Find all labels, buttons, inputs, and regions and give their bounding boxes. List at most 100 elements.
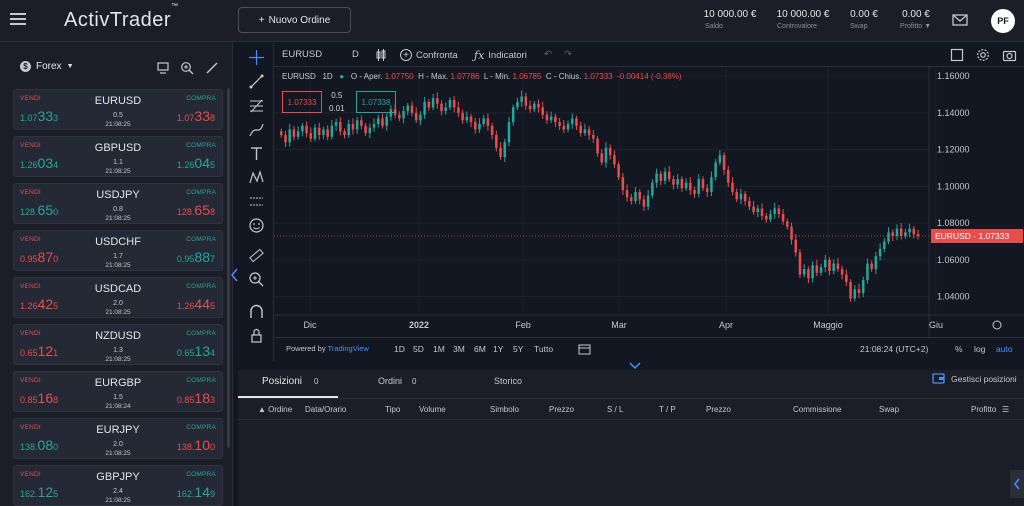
interval-select[interactable]: D: [352, 49, 359, 60]
range-1m[interactable]: 1M: [433, 344, 445, 354]
sell-price[interactable]: 162.125: [20, 484, 59, 500]
undo-icon[interactable]: ↶: [544, 49, 552, 60]
hamburger-menu-icon[interactable]: [10, 13, 26, 25]
log-toggle[interactable]: log: [974, 344, 986, 354]
sell-label[interactable]: VENDI: [20, 283, 41, 290]
tradingview-link[interactable]: TradingView: [327, 344, 369, 353]
instrument-card-eurjpy[interactable]: VENDI COMPRA EURJPY 2.0 21:08:25 138.080 138.1…: [13, 418, 223, 459]
text-tool-icon[interactable]: [248, 145, 265, 162]
mail-icon[interactable]: [952, 14, 968, 26]
col-profitto[interactable]: Profitto: [971, 405, 997, 414]
monitor-icon[interactable]: [156, 61, 170, 75]
sell-price[interactable]: 1.26425: [20, 296, 59, 312]
settings-gear-icon[interactable]: [976, 48, 990, 62]
measure-icon[interactable]: [248, 193, 265, 210]
sell-label[interactable]: VENDI: [20, 95, 41, 102]
instrument-card-eurgbp[interactable]: VENDI COMPRA EURGBP 1.5 21:08:24 0.85168 0.851…: [13, 371, 223, 412]
buy-price[interactable]: 162.149: [176, 484, 215, 500]
symbol-search[interactable]: EURUSD: [282, 49, 322, 60]
buy-price[interactable]: 1.26045: [176, 155, 215, 171]
range-5y[interactable]: 5Y: [513, 344, 524, 354]
market-select[interactable]: $ Forex ▼: [20, 61, 74, 72]
buy-price[interactable]: 128.658: [176, 202, 215, 218]
buy-label[interactable]: COMPRA: [186, 424, 216, 431]
sell-price-box[interactable]: 1.07333: [282, 91, 322, 113]
sell-label[interactable]: VENDI: [20, 424, 41, 431]
percent-toggle[interactable]: %: [955, 344, 963, 354]
new-order-button[interactable]: + Nuovo Ordine: [238, 7, 351, 33]
chevron-down-icon[interactable]: [628, 361, 642, 370]
range-5d[interactable]: 5D: [413, 344, 424, 354]
chart-area[interactable]: 1.16000 1.14000 1.12000 1.10000 1.08000 1.060…: [274, 67, 1024, 337]
buy-price[interactable]: 0.85183: [176, 390, 215, 406]
pencil-icon[interactable]: [205, 61, 219, 75]
sell-label[interactable]: VENDI: [20, 330, 41, 337]
chart-clock[interactable]: 21:08:24 (UTC+2): [860, 344, 929, 354]
sidebar-scrollbar[interactable]: [227, 88, 230, 448]
tab-positions[interactable]: Posizioni: [262, 376, 303, 387]
sell-price[interactable]: 0.95870: [20, 249, 59, 265]
range-tutto[interactable]: Tutto: [534, 344, 554, 354]
col-volume[interactable]: Volume: [419, 405, 446, 414]
buy-label[interactable]: COMPRA: [186, 95, 216, 102]
manage-positions-button[interactable]: Gestisci posizioni: [932, 373, 1017, 384]
sell-price[interactable]: 1.07333: [20, 108, 59, 124]
buy-price[interactable]: 138.100: [176, 437, 215, 453]
candlestick-chart[interactable]: 1.16000 1.14000 1.12000 1.10000 1.08000 1.060…: [274, 67, 1024, 337]
sell-price[interactable]: 128.650: [20, 202, 59, 218]
columns-menu-icon[interactable]: ☰: [1002, 405, 1010, 414]
tab-orders[interactable]: Ordini: [378, 376, 403, 386]
instrument-card-usdcad[interactable]: VENDI COMPRA USDCAD 2.0 21:08:25 1.26425 1.264…: [13, 277, 223, 318]
col-sl[interactable]: S / L: [607, 405, 624, 414]
chevron-left-icon[interactable]: [230, 268, 239, 282]
col-ordine[interactable]: ▲ Ordine: [258, 405, 293, 414]
range-3m[interactable]: 3M: [453, 344, 465, 354]
right-panel-toggle[interactable]: [1010, 470, 1024, 498]
buy-price[interactable]: 1.07338: [176, 108, 215, 124]
range-6m[interactable]: 6M: [474, 344, 486, 354]
trend-line-icon[interactable]: [248, 73, 265, 90]
col-tipo[interactable]: Tipo: [385, 405, 401, 414]
col-commissione[interactable]: Commissione: [793, 405, 842, 414]
col-swap[interactable]: Swap: [879, 405, 900, 414]
sell-label[interactable]: VENDI: [20, 236, 41, 243]
range-1d[interactable]: 1D: [394, 344, 405, 354]
buy-label[interactable]: COMPRA: [186, 142, 216, 149]
ruler-icon[interactable]: [248, 247, 265, 264]
kpi-profit[interactable]: 0.00 € Profitto ▼: [896, 9, 936, 30]
crosshair-icon[interactable]: [248, 49, 265, 66]
buy-price[interactable]: 0.65134: [176, 343, 215, 359]
sell-label[interactable]: VENDI: [20, 142, 41, 149]
brush-icon[interactable]: [248, 121, 265, 138]
zoom-icon[interactable]: [248, 271, 265, 288]
buy-label[interactable]: COMPRA: [186, 330, 216, 337]
sell-price[interactable]: 0.65121: [20, 343, 59, 359]
instrument-card-usdjpy[interactable]: VENDI COMPRA USDJPY 0.8 21:08:25 128.650 128.6…: [13, 183, 223, 224]
buy-label[interactable]: COMPRA: [186, 236, 216, 243]
col-prezzo[interactable]: Prezzo: [549, 405, 574, 414]
camera-icon[interactable]: [1002, 48, 1017, 62]
buy-label[interactable]: COMPRA: [186, 471, 216, 478]
col-simbolo[interactable]: Simbolo: [490, 405, 519, 414]
instrument-card-usdchf[interactable]: VENDI COMPRA USDCHF 1.7 21:08:25 0.95870 0.958…: [13, 230, 223, 271]
pattern-icon[interactable]: [248, 169, 265, 186]
sell-price[interactable]: 138.080: [20, 437, 59, 453]
auto-toggle[interactable]: auto: [996, 344, 1013, 354]
date-range-icon[interactable]: [578, 343, 591, 355]
zoom-in-icon[interactable]: [180, 61, 194, 75]
candle-type-icon[interactable]: [374, 48, 388, 62]
fullscreen-icon[interactable]: [950, 48, 964, 62]
fib-tool-icon[interactable]: [248, 97, 265, 114]
buy-label[interactable]: COMPRA: [186, 189, 216, 196]
compare-button[interactable]: + Confronta: [400, 49, 458, 61]
sell-label[interactable]: VENDI: [20, 471, 41, 478]
sell-label[interactable]: VENDI: [20, 189, 41, 196]
col-prezzo[interactable]: Prezzo: [706, 405, 731, 414]
instrument-card-gbpusd[interactable]: VENDI COMPRA GBPUSD 1.1 21:08:25 1.26034 1.260…: [13, 136, 223, 177]
tab-history[interactable]: Storico: [494, 376, 523, 386]
user-avatar[interactable]: PF: [991, 9, 1015, 33]
buy-label[interactable]: COMPRA: [186, 283, 216, 290]
emoji-icon[interactable]: [248, 217, 265, 234]
buy-price[interactable]: 1.26445: [176, 296, 215, 312]
col-tp[interactable]: T / P: [659, 405, 676, 414]
